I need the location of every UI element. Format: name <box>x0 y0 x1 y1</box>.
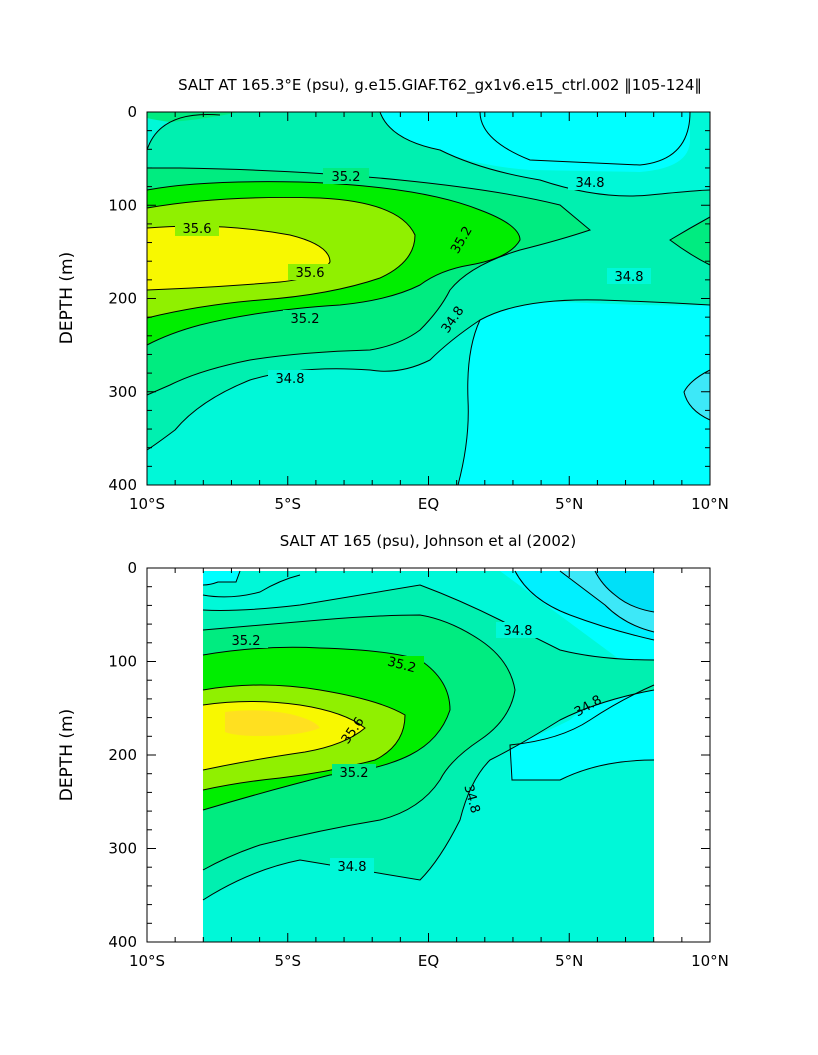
chart-title-model: SALT AT 165.3°E (psu), g.e15.GIAF.T62_gx… <box>178 76 702 95</box>
contour-label: 35.2 <box>232 634 261 649</box>
x-tick-label: 10°N <box>691 952 729 970</box>
x-tick-label: 10°S <box>129 952 165 970</box>
y-tick-label: 100 <box>108 653 137 671</box>
salinity-fill-patch-east <box>670 217 710 265</box>
x-tick-label: EQ <box>418 952 439 970</box>
y-tick-label: 200 <box>108 746 137 764</box>
salinity-fill-core-max <box>225 710 320 736</box>
contour-lines-model <box>146 111 711 486</box>
contour-label: 35.2 <box>386 654 418 676</box>
salinity-fill-core <box>147 226 330 290</box>
contour-label: 34.8 <box>338 860 367 875</box>
contour-label: 35.2 <box>291 312 320 327</box>
y-tick-label: 400 <box>108 476 137 494</box>
contour-label: 35.2 <box>340 766 369 781</box>
contour-label: 34.8 <box>460 783 482 815</box>
chart-title-observations: SALT AT 165 (psu), Johnson et al (2002) <box>280 532 577 550</box>
plot-area-observations: 35.2 35.2 35.6 35.2 34.8 34.8 34.8 34.8 <box>202 570 655 942</box>
x-tick-label: 5°S <box>274 952 301 970</box>
contour-labels-observations: 35.2 35.2 35.6 35.2 34.8 34.8 34.8 34.8 <box>224 622 605 875</box>
x-tick-label: 10°S <box>129 495 165 513</box>
plot-area-model: 35.2 35.6 35.6 35.2 35.2 34.8 34.8 34.8 … <box>146 111 711 486</box>
ticks-model: 10°S 5°S EQ 5°N 10°N 0 100 200 300 400 <box>108 103 729 513</box>
salinity-fill-fresh-east <box>510 685 654 780</box>
x-tick-label: 10°N <box>691 495 729 513</box>
panel-model: SALT AT 165.3°E (psu), g.e15.GIAF.T62_gx… <box>57 76 729 513</box>
x-tick-label: 5°S <box>274 495 301 513</box>
y-tick-label: 300 <box>108 840 137 858</box>
x-tick-label: EQ <box>418 495 439 513</box>
salinity-fill-fresh-upper <box>380 112 690 172</box>
y-axis-label: DEPTH (m) <box>57 709 77 801</box>
x-tick-label: 5°N <box>555 495 583 513</box>
y-tick-label: 300 <box>108 383 137 401</box>
contour-label: 34.8 <box>504 624 533 639</box>
contour-label: 35.6 <box>183 222 212 237</box>
salinity-fill-patch-deep-east <box>684 370 710 420</box>
panel-observations: SALT AT 165 (psu), Johnson et al (2002) <box>57 532 729 970</box>
y-tick-label: 100 <box>108 196 137 214</box>
y-tick-label: 0 <box>127 559 137 577</box>
ticks-observations: 10°S 5°S EQ 5°N 10°N 0 100 200 300 400 <box>108 559 729 970</box>
contour-label: 35.2 <box>332 170 361 185</box>
contour-label: 34.8 <box>576 176 605 191</box>
y-tick-label: 200 <box>108 290 137 308</box>
contour-label: 35.6 <box>296 266 325 281</box>
y-axis-label: DEPTH (m) <box>57 252 77 344</box>
salinity-fill-fresh-lower <box>458 301 710 485</box>
y-tick-label: 400 <box>108 933 137 951</box>
y-tick-label: 0 <box>127 103 137 121</box>
contour-labels-model: 35.2 35.6 35.6 35.2 35.2 34.8 34.8 34.8 … <box>175 168 651 387</box>
x-tick-label: 5°N <box>555 952 583 970</box>
contour-label: 34.8 <box>615 270 644 285</box>
contour-lines-observations <box>202 570 655 901</box>
salinity-fill-fresh-corner-deep <box>595 571 654 612</box>
contour-label: 34.8 <box>276 372 305 387</box>
